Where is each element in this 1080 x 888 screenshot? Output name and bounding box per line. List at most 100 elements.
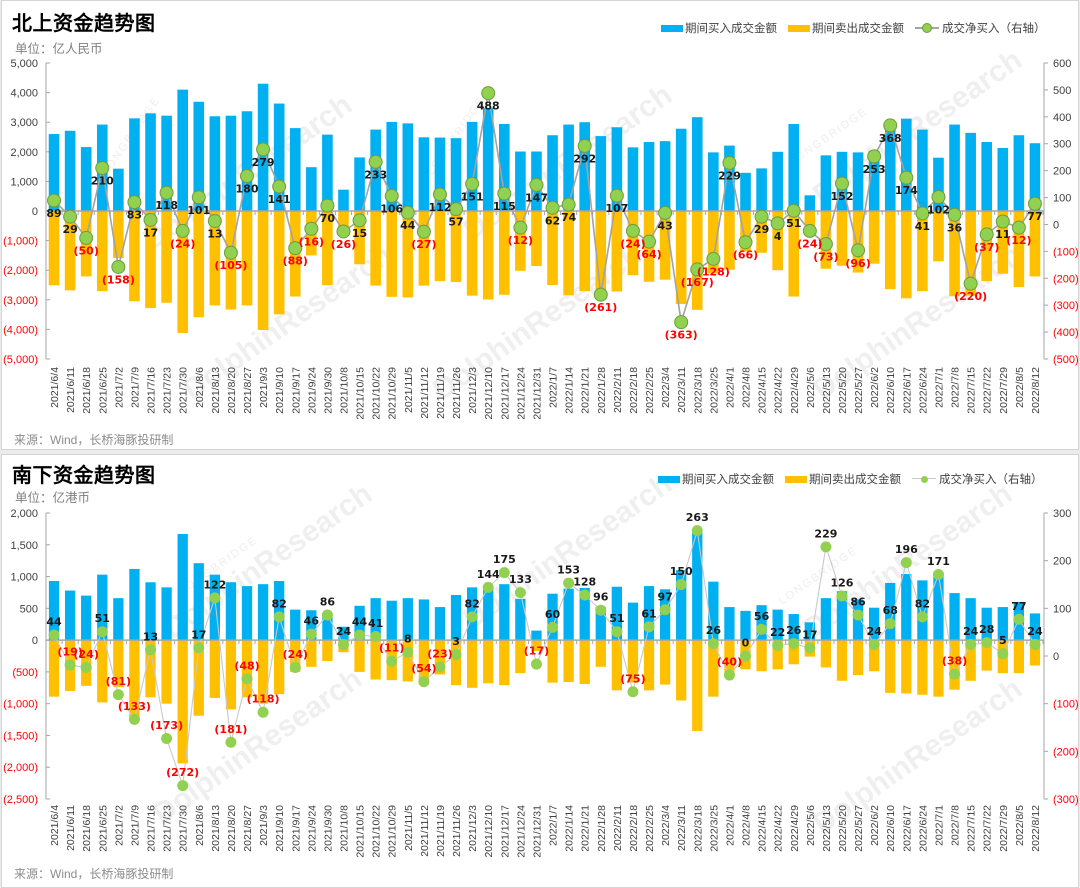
x-tick-label: 2021/8/27 [242,367,254,414]
data-label: (105) [214,259,247,272]
net-buy-marker [482,581,494,593]
buy-bar [48,134,60,211]
data-label: 44 [400,219,416,232]
x-tick-label: 2022/5/20 [837,805,849,852]
y-right-tick-label: 100 [1053,603,1071,615]
net-buy-marker [159,185,174,200]
x-tick-label: 2021/10/15 [355,367,367,420]
sell-bar [48,640,60,697]
x-tick-label: 2021/7/30 [178,805,190,852]
net-buy-marker [786,203,801,218]
data-label: 51 [786,217,801,230]
buy-bar [145,113,156,211]
sell-bar [885,640,896,693]
net-buy-marker [981,637,993,649]
sell-bar [997,211,1009,274]
y-right-tick-label: (400) [1053,327,1078,339]
sell-bar [1013,211,1025,288]
sell-bar [515,211,526,271]
x-tick-label: 2022/4/8 [741,367,753,408]
x-tick-label: 2021/8/27 [242,805,254,852]
net-buy-marker [63,209,78,224]
net-buy-marker [674,315,689,330]
data-label: (23) [427,647,452,660]
data-label: 17 [191,628,206,641]
unit-label: 单位：亿人民币 [15,42,103,56]
buy-bar [675,128,687,211]
data-label: 112 [428,201,451,214]
net-buy-marker [868,639,880,651]
buy-bar [708,581,719,641]
net-buy-marker [867,149,882,164]
buy-bar [981,142,993,211]
plot-area: 2,0001,5001,0005000(500)(1,000)(1,500)(2… [3,508,1078,858]
legend-label-buy: 期间买入成交金额 [685,23,777,35]
x-tick-label: 2022/1/21 [580,805,592,852]
data-label: (96) [845,257,870,270]
sell-bar [434,640,446,675]
buy-bar [290,609,301,641]
net-buy-data-labels: 44(19)(24)51(81)(133)13(173)(272)17122(1… [46,511,1043,779]
net-buy-data-labels: 8929(50)210(158)8317118(24)10113(105)180… [46,100,1042,342]
x-tick-label: 2021/7/16 [146,367,158,414]
x-tick-label: 2021/9/10 [274,805,286,852]
buy-bar [306,610,317,641]
buy-bar [740,172,751,211]
chart-legend: 期间买入成交金额 期间卖出成交金额 成交净买入（右轴） [661,20,1057,36]
data-label: 3 [452,635,460,648]
sell-bar [756,211,767,253]
data-label: 24 [336,625,352,638]
y-right-tick-label: (100) [1053,699,1078,711]
sell-bar [724,640,735,676]
data-label: 233 [364,168,387,181]
data-label: 115 [493,200,516,213]
net-buy-marker [47,193,62,208]
buy-bar [466,121,478,211]
net-buy-marker [658,205,673,220]
buy-bar [756,605,767,641]
buy-bar [563,588,574,641]
data-label: 29 [754,223,769,236]
net-buy-marker [498,567,510,579]
x-tick-label: 2021/6/4 [49,367,61,408]
buy-bar [692,532,703,641]
sell-bar [515,640,526,674]
sell-bar [772,211,783,271]
net-buy-marker [820,541,832,553]
net-buy-marker [112,689,124,701]
x-tick-label: 2022/5/6 [805,805,817,846]
data-label: (54) [411,662,436,675]
buy-bar [193,563,204,641]
net-buy-marker [143,212,158,227]
sell-bar [386,211,398,297]
sell-bar [627,211,639,276]
buy-bar [691,117,703,211]
legend-swatch-buy [658,475,680,483]
buy-bar [788,123,800,211]
buy-bar [177,89,188,211]
x-tick-label: 2022/6/24 [917,367,929,414]
sell-bar [177,211,188,333]
y-left-tick-label: (1,500) [3,730,38,742]
x-tick-label: 2022/7/22 [982,805,994,852]
data-label: 17 [143,226,158,239]
net-buy-marker [723,669,735,681]
buy-bar [161,587,172,641]
sell-bar [917,211,928,292]
data-label: 128 [573,575,596,588]
buy-bar [483,587,494,641]
data-label: 368 [879,132,902,145]
sell-bar [547,211,558,285]
buy-bar [241,111,253,211]
net-buy-marker [416,224,431,239]
net-buy-marker [400,205,415,220]
net-buy-marker [386,655,398,667]
y-right-tick-label: (200) [1053,273,1078,285]
net-buy-marker [209,592,221,604]
net-buy-marker [289,661,301,673]
data-label: 41 [368,617,383,630]
buy-bar [531,630,542,641]
x-tick-label: 2022/3/18 [692,367,704,414]
buy-bar [322,134,333,211]
net-buy-marker [931,190,946,205]
